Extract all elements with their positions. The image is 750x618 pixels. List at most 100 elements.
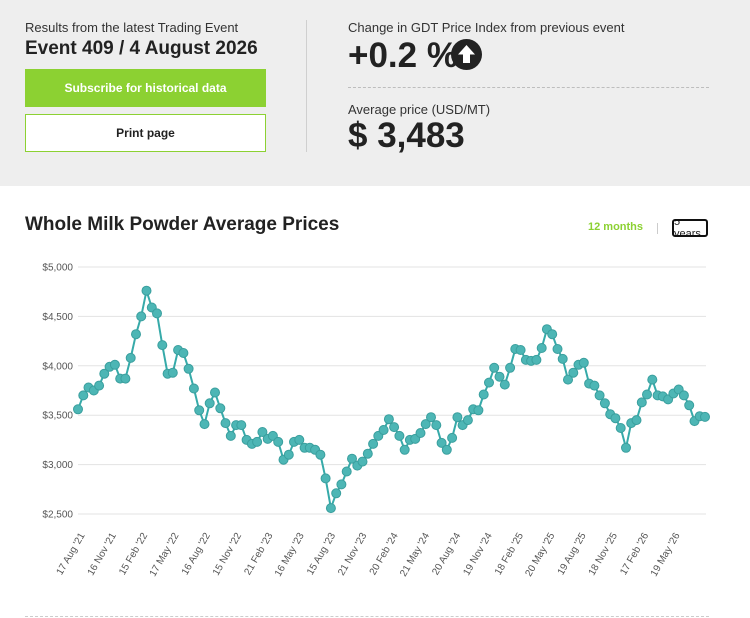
data-point: [141, 285, 152, 296]
arrow-up-glyph: [458, 45, 475, 63]
data-point: [552, 344, 563, 354]
price-label: Average price (USD/MT): [348, 102, 491, 117]
data-point: [257, 427, 268, 437]
data-point: [452, 412, 463, 423]
data-point: [99, 368, 110, 379]
data-point: [194, 405, 205, 416]
x-tick-label: 19 Aug '25: [556, 531, 589, 578]
x-tick-label: 19 May '26: [649, 531, 683, 579]
y-tick-label: $2,500: [42, 510, 73, 521]
data-point: [347, 453, 357, 464]
data-point: [436, 437, 447, 448]
data-point: [531, 354, 542, 365]
results-label: Results from the latest Trading Event: [25, 20, 239, 35]
data-point: [383, 414, 394, 425]
print-button[interactable]: Print page: [25, 114, 266, 152]
data-point: [331, 488, 342, 499]
data-point: [236, 420, 247, 431]
data-point: [325, 503, 336, 514]
data-point: [368, 438, 379, 449]
data-point: [378, 425, 389, 435]
data-point: [225, 430, 236, 441]
chart-title: Whole Milk Powder Average Prices: [25, 214, 340, 235]
price-value: $ 3,483: [348, 116, 465, 155]
y-tick-label: $4,500: [42, 312, 73, 323]
change-label: Change in GDT Price Index from previous …: [348, 20, 625, 35]
x-tick-label: 16 Nov '21: [86, 531, 119, 578]
data-point: [94, 380, 105, 391]
data-point: [120, 373, 131, 384]
x-tick-label: 20 May '25: [524, 531, 558, 579]
data-point: [157, 340, 168, 351]
data-point: [394, 430, 405, 441]
data-point: [183, 363, 194, 374]
data-point: [294, 434, 305, 445]
price-series: [73, 285, 710, 514]
x-tick-label: 16 May '23: [273, 531, 307, 579]
data-point: [431, 420, 442, 431]
x-tick-label: 15 Aug '23: [305, 531, 338, 578]
data-point: [473, 405, 484, 416]
x-tick-label: 18 Feb '25: [493, 531, 526, 578]
data-point: [647, 374, 658, 385]
x-tick-label: 21 Nov '23: [336, 531, 369, 578]
x-tick-label: 17 May '22: [148, 531, 182, 579]
data-point: [636, 397, 647, 408]
change-value: +0.2 %: [348, 36, 458, 75]
data-point: [220, 418, 231, 429]
data-point: [336, 479, 347, 490]
data-point: [594, 390, 605, 401]
data-point: [415, 428, 426, 438]
summary-divider: [306, 20, 307, 152]
data-point: [441, 444, 452, 455]
subscribe-button[interactable]: Subscribe for historical data: [25, 69, 266, 107]
y-tick-label: $4,000: [42, 361, 73, 372]
data-point: [210, 387, 220, 398]
data-point: [273, 436, 284, 447]
data-point: [684, 400, 695, 411]
data-point: [315, 449, 326, 460]
x-tick-label: 16 Aug '22: [180, 531, 213, 578]
series-line: [77, 286, 706, 512]
data-point: [109, 359, 120, 370]
data-point: [73, 404, 83, 415]
x-tick-label: 15 Feb '22: [117, 531, 150, 578]
y-tick-label: $5,000: [42, 263, 73, 274]
data-point: [252, 436, 263, 447]
data-point: [615, 423, 626, 433]
y-tick-label: $3,000: [42, 460, 73, 471]
event-title: Event 409 / 4 August 2026: [25, 38, 258, 59]
x-tick-label: 21 May '24: [398, 531, 432, 579]
data-point: [204, 398, 215, 409]
data-point: [167, 367, 178, 378]
data-point: [420, 419, 431, 430]
data-point: [320, 473, 331, 484]
data-point: [563, 374, 573, 385]
data-point: [536, 343, 547, 353]
data-point: [494, 371, 505, 382]
bottom-divider: [25, 616, 709, 617]
data-point: [621, 442, 631, 453]
range-12-months-button[interactable]: 12 months: [588, 221, 644, 233]
arrow-up-icon: [451, 39, 482, 70]
data-point: [357, 456, 368, 467]
y-tick-label: $3,500: [42, 411, 73, 422]
x-tick-label: 17 Feb '26: [618, 531, 651, 578]
data-point: [610, 413, 621, 424]
data-point: [547, 329, 558, 340]
range-5-years-button[interactable]: 5 years: [672, 219, 708, 237]
x-tick-label: 18 Nov '25: [587, 531, 620, 578]
data-point: [131, 329, 141, 340]
data-point: [489, 362, 500, 373]
data-point: [678, 390, 689, 401]
data-point: [599, 398, 610, 409]
data-point: [362, 448, 373, 459]
data-point: [178, 348, 189, 358]
data-point: [631, 415, 642, 426]
data-point: [499, 379, 510, 390]
data-point: [215, 403, 226, 414]
data-point: [557, 353, 568, 364]
y-axis-labels: $2,500 $3,000 $3,500 $4,000 $4,500 $5,000: [42, 263, 73, 521]
x-tick-label: 17 Aug '21: [55, 531, 88, 578]
